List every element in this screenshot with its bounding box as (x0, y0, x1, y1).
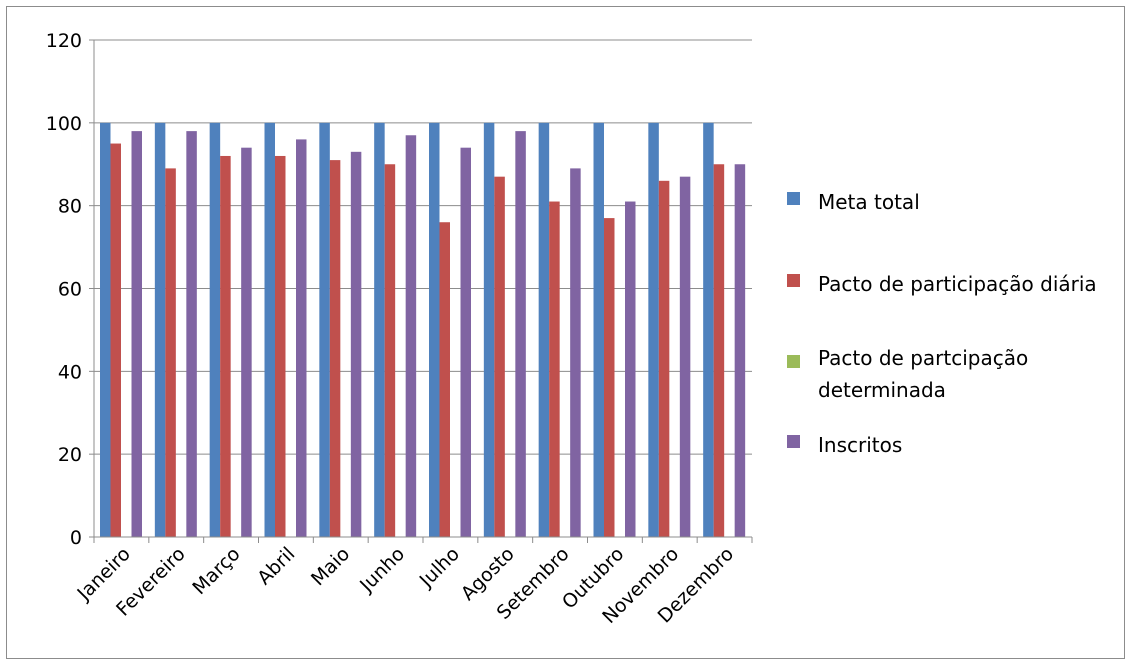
legend-label: determinada (818, 378, 946, 402)
bar (593, 122, 604, 537)
bar (604, 218, 615, 537)
y-tick-label: 40 (58, 361, 82, 383)
bar (275, 155, 286, 537)
legend-label: Meta total (818, 190, 920, 214)
bar (350, 151, 362, 537)
legend-swatch (787, 192, 800, 205)
y-tick-labels: 0 20 40 60 80 100 120 (46, 30, 82, 549)
y-tick-label: 100 (46, 113, 82, 135)
bar (570, 168, 581, 537)
y-tick-label: 120 (46, 30, 82, 52)
bar (384, 164, 396, 537)
chart-frame: 0 20 40 60 80 100 120 Janeiro Fevereiro Março Abr… (6, 6, 1125, 659)
x-tick-label: Março (188, 543, 244, 599)
y-tick-label: 0 (70, 527, 82, 549)
bar (515, 131, 526, 537)
gridlines (94, 39, 752, 455)
bar (405, 135, 417, 537)
legend-swatch (787, 355, 800, 368)
bar (460, 147, 471, 537)
x-tick-label: Maio (307, 543, 354, 590)
bar (703, 122, 714, 537)
bar (319, 122, 330, 537)
bar (648, 122, 659, 537)
bars (100, 122, 746, 538)
bar (100, 122, 111, 537)
axes (89, 39, 753, 543)
legend-label: Inscritos (818, 433, 902, 457)
bar (658, 180, 670, 538)
y-tick-label: 20 (58, 444, 82, 466)
bar (264, 122, 275, 537)
bar (186, 131, 197, 537)
bar (329, 160, 341, 537)
bar (296, 139, 307, 537)
bar (483, 122, 495, 537)
bar (209, 122, 221, 537)
bar (494, 176, 505, 538)
bar (165, 168, 176, 537)
legend-label: Pacto de participação diária (818, 272, 1097, 296)
bar (713, 164, 725, 537)
legend-swatch (787, 274, 800, 287)
y-tick-label: 80 (58, 196, 82, 218)
bar (110, 143, 121, 537)
legend: Meta total Pacto de participação diária Pa… (787, 190, 1097, 457)
bar (625, 201, 636, 537)
bar (549, 201, 560, 537)
bar (734, 164, 746, 537)
bar (429, 122, 440, 537)
bar (220, 155, 231, 537)
bar (131, 131, 142, 537)
bar (679, 176, 691, 538)
bar (154, 122, 166, 537)
x-tick-label: Junho (355, 543, 409, 597)
bar (538, 122, 550, 537)
legend-label: Pacto de partcipação (818, 346, 1028, 370)
x-tick-label: Abril (253, 543, 299, 589)
bar (374, 122, 385, 537)
y-tick-label: 60 (58, 279, 82, 301)
x-tick-label: Julho (415, 543, 464, 592)
bar (241, 147, 252, 537)
bar (439, 222, 450, 537)
legend-swatch (787, 435, 800, 448)
